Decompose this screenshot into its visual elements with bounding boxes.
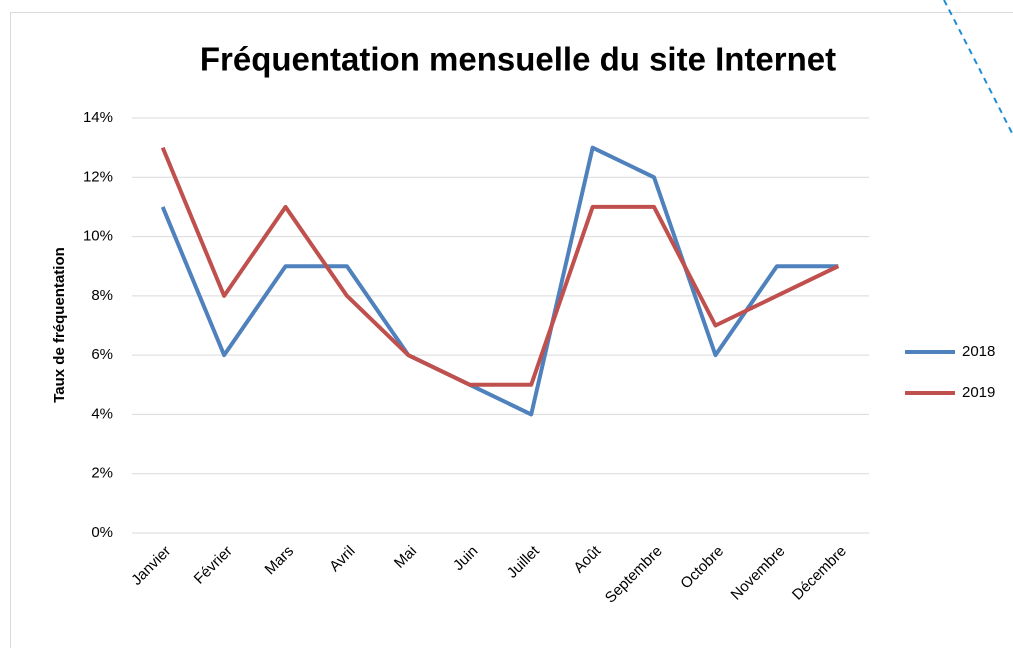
- decorative-arc: [943, 0, 1013, 136]
- y-tick-label: 14%: [83, 109, 113, 126]
- legend-label: 2018: [962, 343, 995, 360]
- chart-title: Fréquentation mensuelle du site Internet: [200, 41, 836, 78]
- line-series: [160, 146, 840, 387]
- y-tick-label: 2%: [91, 465, 113, 482]
- y-tick-label: 0%: [91, 524, 113, 541]
- line-series: [160, 145, 839, 417]
- y-tick-label: 4%: [91, 405, 113, 422]
- y-tick-label: 8%: [91, 287, 113, 304]
- y-tick-label: 10%: [83, 228, 113, 245]
- y-tick-label: 6%: [91, 346, 113, 363]
- legend-label: 2019: [962, 384, 995, 401]
- y-tick-label: 12%: [83, 168, 113, 185]
- y-axis-label: Taux de fréquentation: [51, 247, 68, 403]
